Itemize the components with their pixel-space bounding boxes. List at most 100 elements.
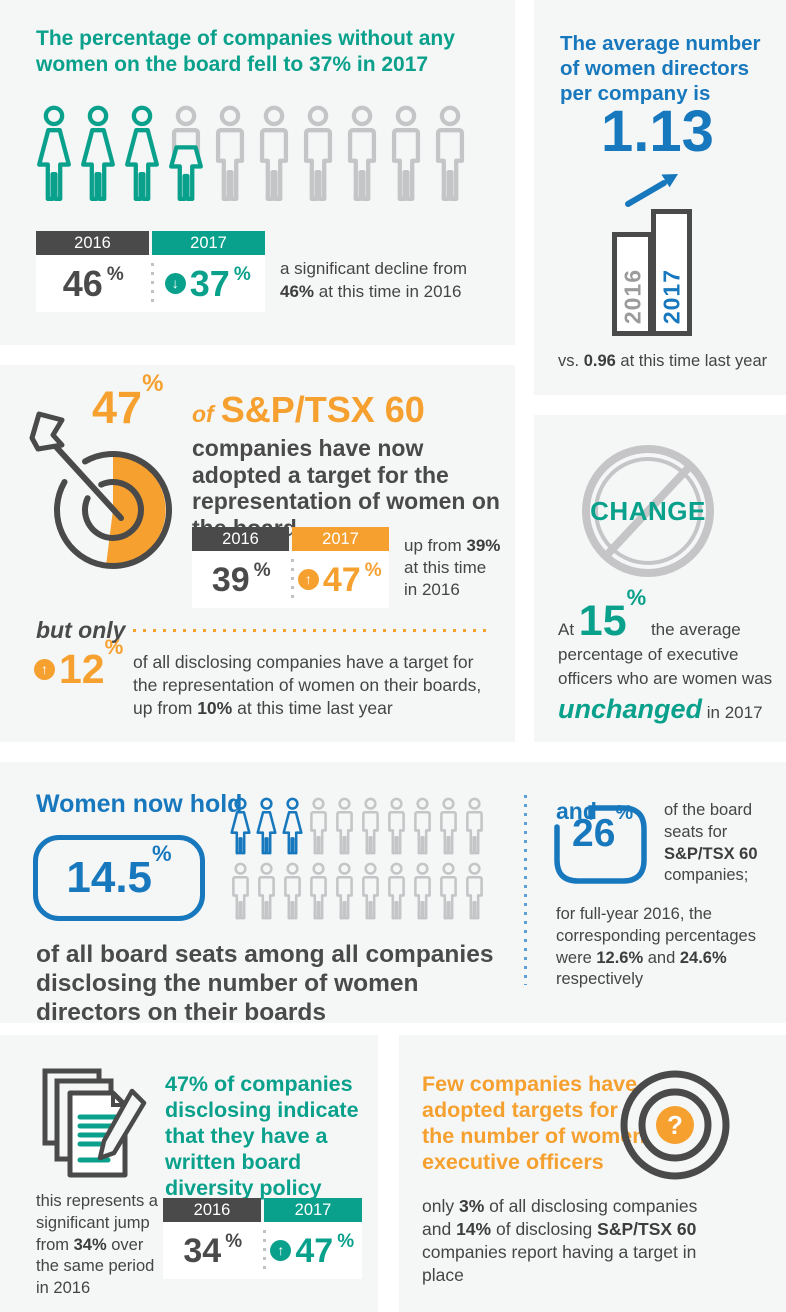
no-women-table: 2016 2017 46% ↓ 37% <box>36 231 265 312</box>
table-values-row: 39% ↑ 47% <box>192 551 389 608</box>
man-icon <box>462 797 487 857</box>
policy-heading: 47% of companies disclosing indicate tha… <box>165 1072 359 1200</box>
tsx-pct: 26% <box>572 802 634 855</box>
bar-2016: 2016 <box>612 232 653 336</box>
no-women-heading: The percentage of companies without any … <box>36 27 455 76</box>
value-2017: ↑ 47% <box>291 551 390 608</box>
value-2016: 46% <box>62 262 124 304</box>
value-2017: ↓ 37% <box>151 255 266 312</box>
man-icon <box>410 797 435 857</box>
man-icon <box>462 862 487 922</box>
woman-icon <box>280 797 305 857</box>
unchanged-highlight: unchanged <box>558 693 703 724</box>
man-icon <box>253 102 295 208</box>
tsx-pct-frame <box>554 805 647 884</box>
woman-icon <box>121 102 163 208</box>
dotted-divider <box>262 1230 266 1271</box>
table-header-row: 2016 2017 <box>192 527 389 551</box>
target-table: 2016 2017 39% ↑ 47% <box>192 527 389 608</box>
target-dart-icon <box>29 411 172 569</box>
man-icon <box>209 102 251 208</box>
target-body: companies have now adopted a target for … <box>192 435 500 541</box>
exec-body: only 3% of all disclosing companies and … <box>422 1196 698 1286</box>
increase-icon: ↑ <box>34 659 55 680</box>
woman-icon <box>254 797 279 857</box>
card-board-seats: Women now hold 14.5% of all board seats … <box>0 762 786 1026</box>
value-2016: 34% <box>183 1230 243 1270</box>
policy-table: 2016 2017 34% ↑ 47% <box>163 1198 362 1279</box>
target-side-note: up from 39% at this time in 2016 <box>404 536 501 600</box>
no-change-icon: CHANGE <box>582 445 714 577</box>
man-icon <box>385 102 427 208</box>
target-pct: 47% <box>92 370 164 433</box>
sub-pct-block: ↑ 12% <box>34 637 123 690</box>
year-2017-header: 2017 <box>292 527 389 551</box>
exec-heading: Few companies have adopted targets for t… <box>422 1072 646 1174</box>
man-icon <box>297 102 339 208</box>
people-row-seats-2 <box>228 862 487 922</box>
dotted-divider <box>290 559 294 600</box>
card-diversity-policy: 47% of companies disclosing indicate tha… <box>0 1035 378 1312</box>
man-icon <box>436 862 461 922</box>
year-2016-header: 2016 <box>163 1198 261 1222</box>
up-trend-arrow-icon <box>625 174 678 207</box>
avg-directors-heading: The average number of women directors pe… <box>560 32 761 105</box>
svg-text:?: ? <box>667 1110 683 1140</box>
man-icon <box>332 797 357 857</box>
decrease-icon: ↓ <box>164 273 186 294</box>
orange-dotted-line <box>133 629 490 632</box>
seats-body: of all board seats among all companies d… <box>36 941 494 1026</box>
partial-woman-icon <box>165 102 207 208</box>
man-icon <box>429 102 471 208</box>
avg-caption: vs. 0.96 at this time last year <box>558 352 768 370</box>
svg-text:CHANGE: CHANGE <box>590 496 706 526</box>
tsx-text: of the board seats for S&P/TSX 60 compan… <box>664 801 758 885</box>
question-target-icon: ? <box>620 1070 730 1180</box>
man-icon <box>384 862 409 922</box>
woman-icon <box>33 102 75 208</box>
table-header-row: 2016 2017 <box>36 231 265 255</box>
policy-note: this represents a significant jump from … <box>36 1192 158 1298</box>
sub-text: of all disclosing companies have a targe… <box>133 652 482 719</box>
card-board-target: 47% of S&P/TSX 60 companies have now ado… <box>0 365 515 742</box>
table-values-row: 34% ↑ 47% <box>163 1222 362 1279</box>
increase-icon: ↑ <box>297 569 319 590</box>
index-name: S&P/TSX 60 <box>220 389 425 430</box>
year-2017-header: 2017 <box>264 1198 362 1222</box>
seats-heading: Women now hold <box>36 790 243 818</box>
man-icon <box>254 862 279 922</box>
man-icon <box>358 797 383 857</box>
man-icon <box>306 862 331 922</box>
people-row-seats-1 <box>228 797 487 857</box>
year-2016-header: 2016 <box>192 527 289 551</box>
policy-document-icon <box>42 1068 147 1178</box>
avg-value: 1.13 <box>601 99 714 164</box>
card-avg-directors: The average number of women directors pe… <box>534 0 786 395</box>
man-icon <box>280 862 305 922</box>
card-no-women: The percentage of companies without any … <box>0 0 515 345</box>
man-icon <box>228 862 253 922</box>
man-icon <box>306 797 331 857</box>
table-header-row: 2016 2017 <box>163 1198 362 1222</box>
woman-icon <box>77 102 119 208</box>
index-line: of S&P/TSX 60 <box>192 389 425 430</box>
man-icon <box>358 862 383 922</box>
blue-dotted-divider <box>524 795 527 985</box>
man-icon <box>436 797 461 857</box>
card-exec-targets: Few companies have adopted targets for t… <box>399 1035 786 1312</box>
seats-pct-box: 14.5% <box>33 835 205 921</box>
woman-icon <box>228 797 253 857</box>
value-2017: ↑ 47% <box>263 1222 363 1279</box>
no-change-text: At 15% the average percentage of executi… <box>558 584 773 724</box>
man-icon <box>410 862 435 922</box>
increase-icon: ↑ <box>270 1240 292 1261</box>
man-icon <box>332 862 357 922</box>
no-women-note: a significant decline from 46% at this t… <box>280 259 468 301</box>
bar-2017: 2017 <box>651 209 692 336</box>
year-2017-header: 2017 <box>152 231 265 255</box>
year-2016-header: 2016 <box>36 231 149 255</box>
man-icon <box>341 102 383 208</box>
dotted-divider <box>150 263 154 304</box>
man-icon <box>384 797 409 857</box>
